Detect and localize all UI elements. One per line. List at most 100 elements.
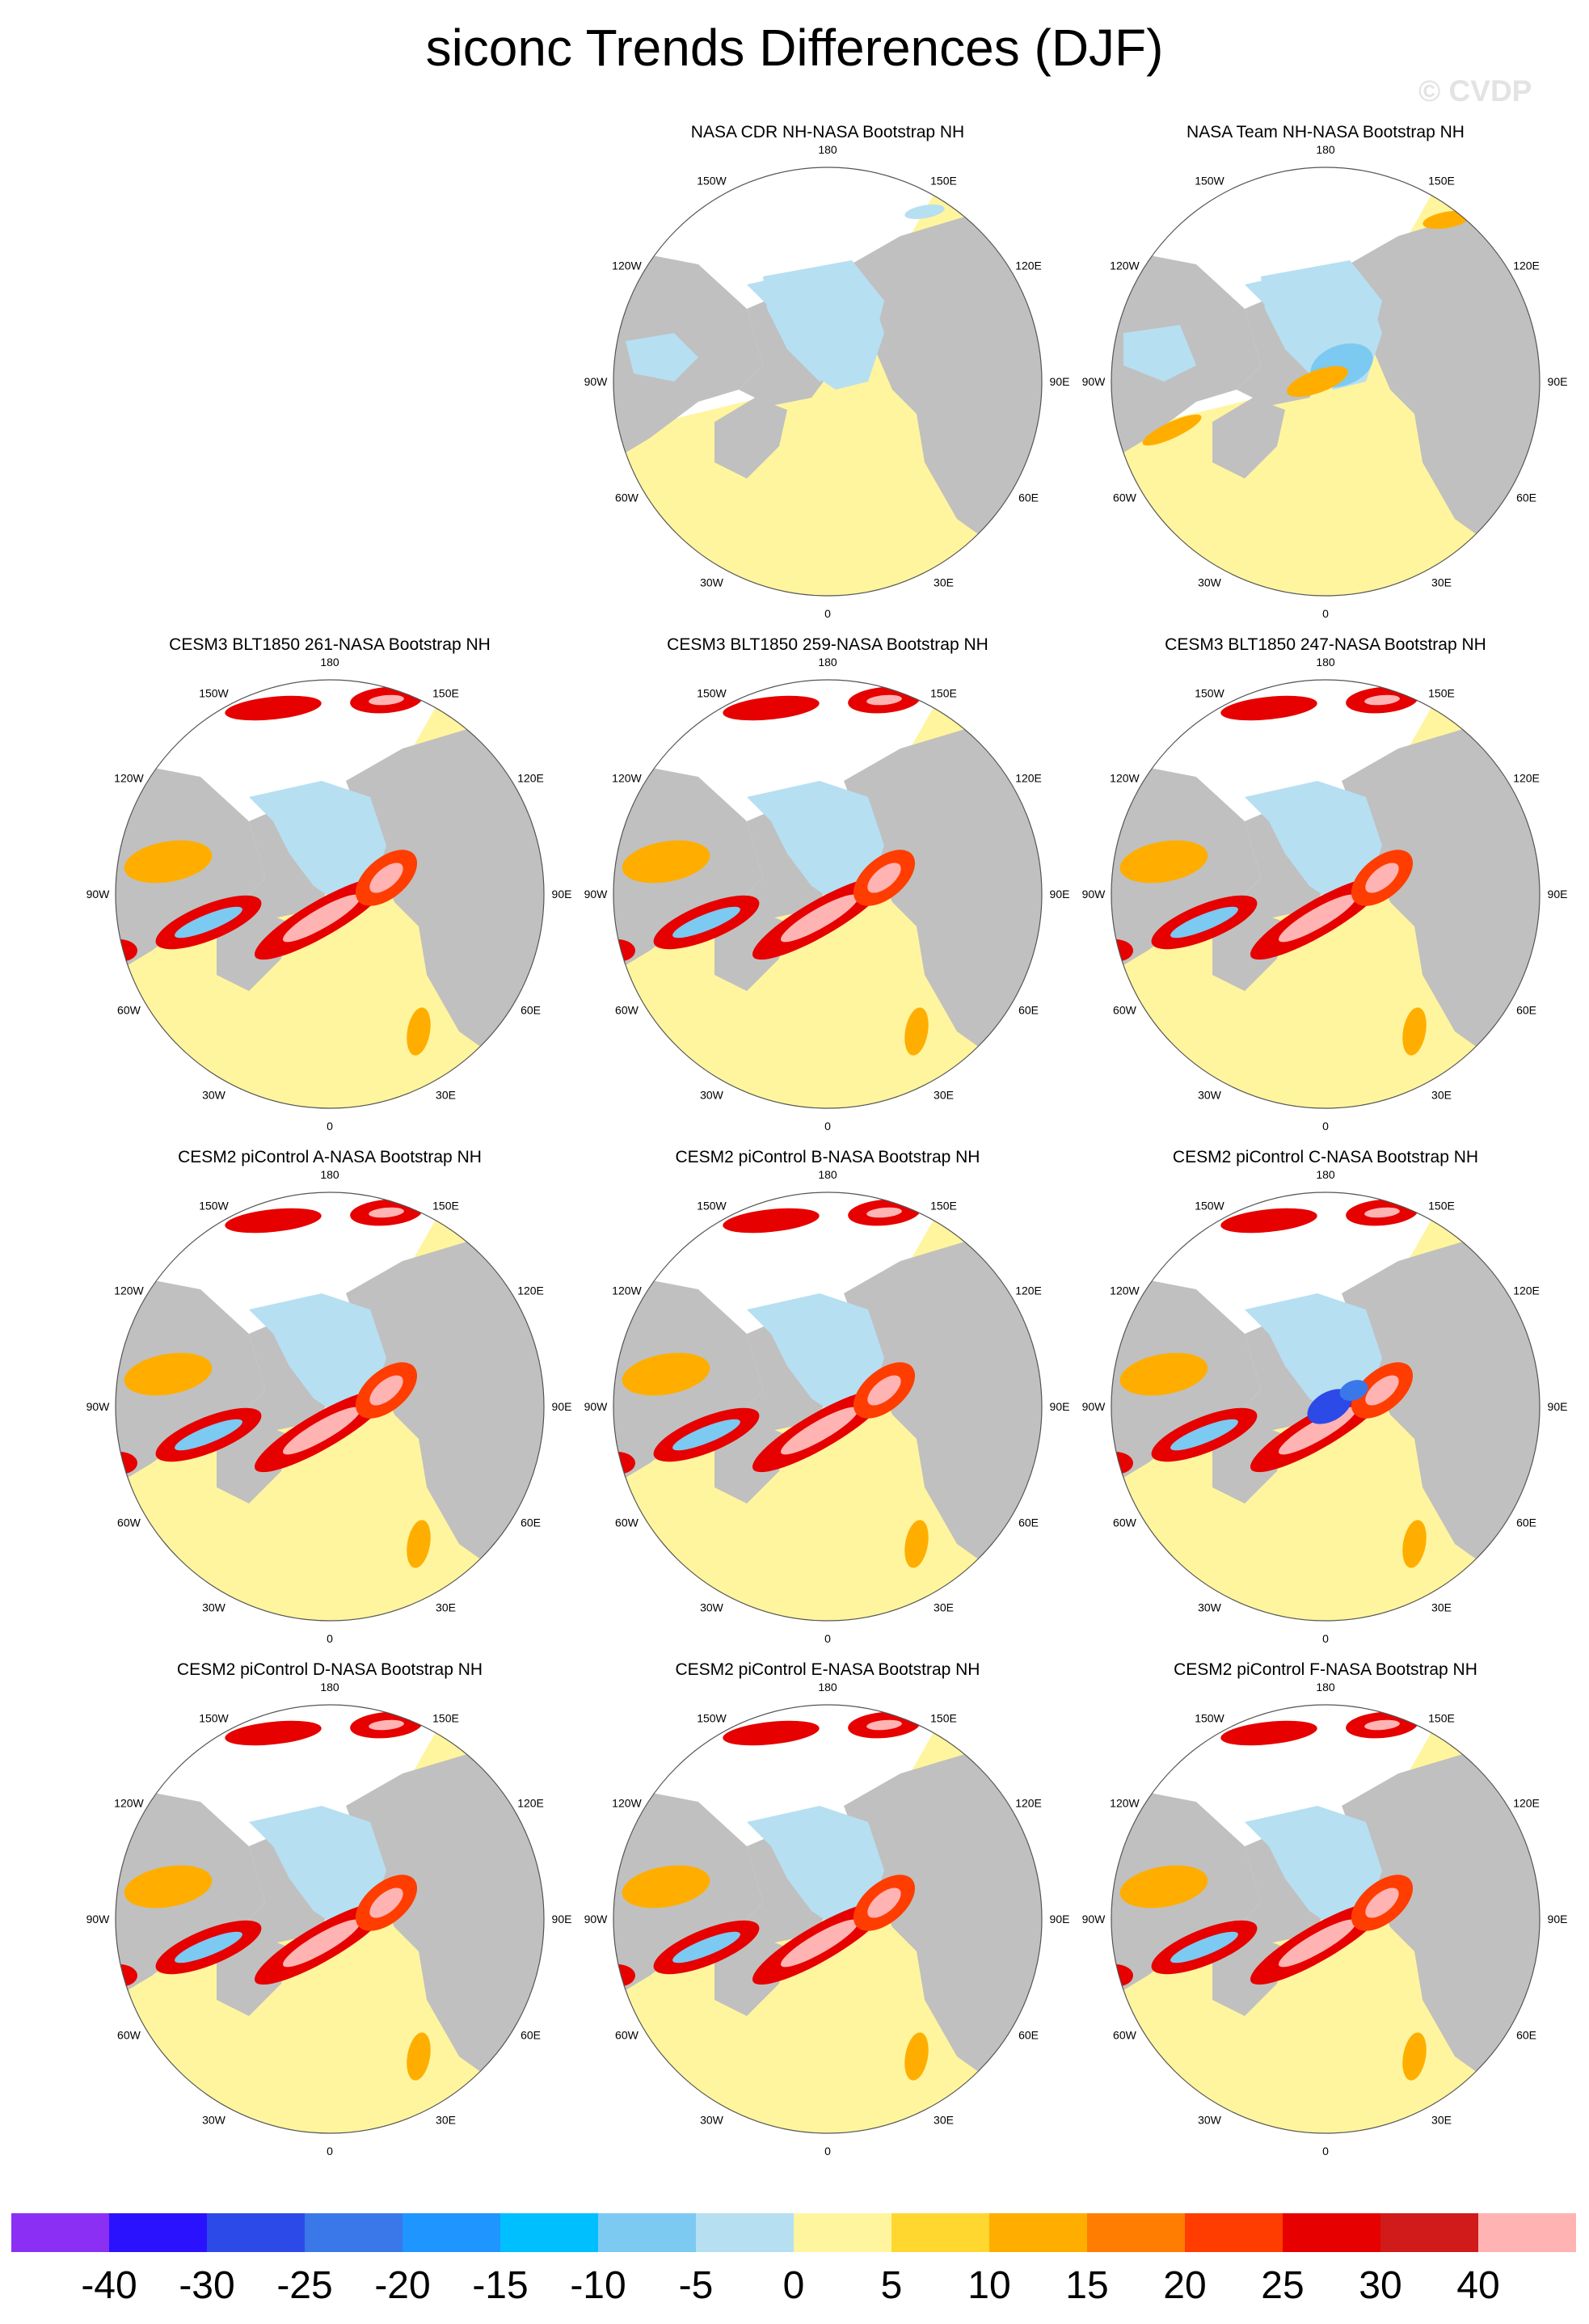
eurasia-land: [1342, 212, 1540, 559]
east-siberian-pink: [866, 1719, 902, 1731]
greenland-sea-pink: [1278, 894, 1357, 943]
longitude-label: 120W: [1110, 1284, 1140, 1297]
eurasia-land: [844, 1749, 1042, 2097]
longitude-label: 150E: [432, 1711, 459, 1724]
panel-title: CESM2 piControl D-NASA Bootstrap NH: [176, 1660, 483, 1679]
greenland-land: [1212, 398, 1285, 479]
cvdp-watermark: © CVDP: [1418, 74, 1532, 108]
colorbar-swatch: [1185, 2213, 1283, 2252]
panel-title: CESM2 piControl C-NASA Bootstrap NH: [1172, 1148, 1479, 1166]
longitude-label: 0: [824, 1120, 831, 1132]
colorbar-tick-label: 5: [880, 2264, 903, 2307]
baltic-orange: [407, 2032, 431, 2081]
labrador-sea-inner: [1170, 1419, 1238, 1451]
colorbar-swatch: [989, 2213, 1087, 2252]
longitude-label: 60W: [1113, 491, 1137, 504]
longitude-label: 150E: [1428, 174, 1455, 187]
longitude-label: 180: [320, 656, 339, 669]
longitude-label: 30W: [1198, 1601, 1222, 1614]
longitude-label: 150W: [697, 1199, 727, 1212]
central-arctic-basin: [1245, 1806, 1382, 1927]
longitude-label: 90W: [1082, 888, 1106, 900]
east-siberian-pink: [1364, 694, 1400, 706]
colorbar-tick-label: -5: [678, 2264, 714, 2307]
colorbar-tick-label: 10: [967, 2264, 1011, 2307]
polar-map: 180 150E 120E 90E 60E 30E 0 30W 60W 90W 120W 150W: [86, 656, 572, 1132]
greenland-land: [217, 910, 289, 991]
greenland-land: [1212, 1935, 1285, 2016]
east-siberian-pink: [1364, 1207, 1400, 1218]
longitude-label: 60E: [1516, 491, 1536, 504]
map-panel: CESM3 BLT1850 247-NASA Bootstrap NH 180 15…: [1075, 635, 1576, 1137]
longitude-label: 180: [818, 1168, 837, 1181]
labrador-sea-inner: [672, 1931, 740, 1963]
barents-sea-pink: [1365, 1887, 1399, 1918]
panel-title: CESM2 piControl E-NASA Bootstrap NH: [675, 1660, 980, 1679]
map-boundary: [613, 1192, 1043, 1622]
longitude-label: 60E: [1018, 1516, 1039, 1529]
longitude-label: 60E: [521, 2029, 541, 2042]
longitude-label: 30W: [700, 1089, 724, 1102]
panel-title: CESM2 piControl A-NASA Bootstrap NH: [178, 1148, 482, 1166]
map-boundary: [613, 167, 1043, 597]
hudson-bay-light-blue: [626, 333, 698, 382]
longitude-label: 30E: [1431, 2114, 1452, 2127]
longitude-label: 150W: [1195, 174, 1224, 187]
longitude-label: 60W: [1113, 1516, 1137, 1529]
baltic-orange: [1402, 2032, 1427, 2081]
barents-sea-pink: [369, 1375, 403, 1406]
longitude-label: 60W: [615, 2029, 639, 2042]
longitude-label: 90W: [584, 888, 609, 900]
longitude-label: 150W: [1195, 1199, 1224, 1212]
page-title: siconc Trends Differences (DJF): [425, 19, 1164, 77]
longitude-label: 90W: [1082, 1913, 1106, 1925]
hudson-bay-orange: [1119, 1865, 1208, 1909]
longitude-label: 120E: [1015, 1797, 1042, 1810]
longitude-label: 180: [1316, 143, 1335, 156]
eurasia-land: [346, 1749, 544, 2097]
longitude-label: 120W: [612, 1797, 642, 1810]
map-boundary: [613, 1704, 1043, 2134]
east-siberian-pink: [1364, 1719, 1400, 1731]
greenland-sea-pink: [282, 1407, 361, 1455]
longitude-label: 90E: [1050, 888, 1070, 900]
longitude-label: 120W: [612, 1284, 642, 1297]
kara-negative-blue: [1339, 1380, 1368, 1401]
baffin-red: [116, 939, 137, 962]
longitude-label: 30E: [1431, 576, 1452, 589]
baltic-orange: [904, 1007, 929, 1056]
greenland-land: [217, 1935, 289, 2016]
labrador-sea-inner: [175, 1931, 242, 1963]
colorbar-tick-label: 15: [1065, 2264, 1109, 2307]
colorbar-swatch: [1380, 2213, 1478, 2252]
colorbar-tick-label: 30: [1359, 2264, 1402, 2307]
longitude-label: 90E: [1050, 375, 1070, 388]
longitude-label: 120W: [114, 1797, 144, 1810]
longitude-label: 90E: [1050, 1400, 1070, 1413]
longitude-label: 30W: [700, 2114, 724, 2127]
longitude-label: 60E: [1516, 2029, 1536, 2042]
baltic-orange: [407, 1007, 431, 1056]
longitude-label: 150W: [1195, 1711, 1224, 1724]
colorbar-swatch: [1087, 2213, 1185, 2252]
greenland-land: [714, 1935, 787, 2016]
longitude-label: 120E: [1513, 1284, 1540, 1297]
longitude-label: 120E: [517, 772, 544, 785]
longitude-label: 90W: [584, 1913, 609, 1925]
labrador-sea-inner: [672, 1419, 740, 1451]
longitude-label: 60W: [615, 1516, 639, 1529]
eurasia-land: [346, 724, 544, 1072]
longitude-label: 150E: [930, 686, 957, 699]
colorbar-tick-label: -40: [81, 2264, 137, 2307]
chukchi-sea-red: [225, 695, 322, 721]
hudson-bay-orange: [124, 1865, 213, 1909]
map-boundary: [1111, 679, 1541, 1109]
longitude-label: 120W: [612, 772, 642, 785]
map-boundary: [1111, 167, 1541, 597]
labrador-sea-inner: [1170, 906, 1238, 938]
eurasia-land: [844, 1237, 1042, 1584]
longitude-label: 90W: [86, 1400, 111, 1413]
colorbar-tick-label: 0: [782, 2264, 805, 2307]
barents-orange: [1287, 366, 1348, 397]
map-panel: CESM3 BLT1850 261-NASA Bootstrap NH 180 15…: [79, 635, 580, 1137]
